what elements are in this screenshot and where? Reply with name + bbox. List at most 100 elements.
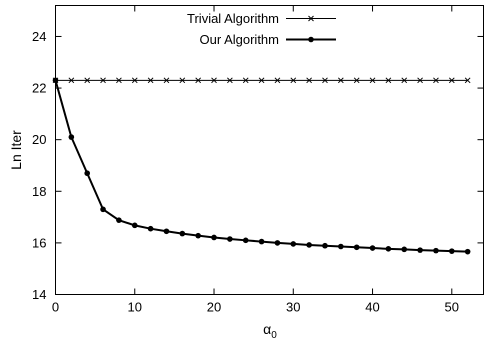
legend-marker-trivial-algorithm [308, 15, 314, 22]
data-point-our-algorithm [116, 217, 122, 223]
data-point-cross-stroke [163, 77, 170, 84]
data-point-our-algorithm [100, 206, 106, 213]
data-point-trivial-algorithm [433, 77, 439, 84]
data-point-cross-stroke [274, 77, 281, 84]
y-tick-label: 20 [32, 132, 46, 147]
data-point-our-algorithm [433, 247, 439, 254]
data-point-our-algorithm [290, 241, 297, 247]
data-point-cross-stroke [290, 77, 297, 84]
legend-label-our-algorithm: Our Algorithm [200, 32, 279, 47]
data-point-cross-stroke [306, 77, 312, 84]
data-point-our-algorithm [179, 230, 186, 237]
x-tick-label: 40 [365, 300, 379, 315]
data-point-cross-stroke [147, 77, 154, 84]
data-point-cross-stroke [417, 77, 423, 84]
legend-marker-our-algorithm [308, 36, 314, 43]
data-point-our-algorithm [353, 244, 360, 251]
data-point-trivial-algorithm [290, 77, 297, 84]
data-point-our-algorithm [338, 243, 344, 250]
data-point-our-algorithm [369, 245, 376, 251]
data-point-our-algorithm [306, 242, 312, 248]
data-point-our-algorithm [195, 232, 201, 239]
data-point-cross-stroke [227, 77, 233, 84]
x-tick-label: 0 [52, 300, 59, 315]
data-point-cross-stroke [242, 77, 249, 84]
data-point-our-algorithm [322, 242, 328, 249]
x-tick-label: 50 [445, 300, 459, 315]
y-tick-label: 16 [32, 235, 46, 250]
data-point-cross-stroke [337, 77, 344, 84]
data-point-cross-stroke [353, 77, 360, 84]
x-tick-label: 20 [207, 300, 221, 315]
data-point-trivial-algorithm [131, 77, 138, 84]
data-point-trivial-algorithm [211, 77, 217, 84]
data-point-trivial-algorithm [464, 77, 471, 84]
data-point-trivial-algorithm [258, 77, 265, 84]
data-point-cross-stroke [100, 77, 106, 84]
y-tick-label: 22 [32, 81, 46, 96]
data-point-trivial-algorithm [147, 77, 154, 84]
data-point-our-algorithm [211, 234, 217, 241]
data-point-trivial-algorithm [100, 77, 106, 84]
y-tick-label: 14 [32, 287, 46, 302]
data-point-our-algorithm [448, 248, 455, 254]
x-tick-label: 30 [286, 300, 300, 315]
data-point-cross-stroke [131, 77, 138, 84]
data-point-cross-stroke [84, 77, 91, 84]
data-point-trivial-algorithm [448, 77, 455, 84]
data-point-cross-stroke [322, 77, 328, 84]
data-point-our-algorithm [258, 238, 265, 245]
data-point-trivial-algorithm [195, 77, 202, 84]
data-point-cross-stroke [211, 77, 217, 84]
data-point-trivial-algorithm [179, 77, 186, 84]
data-point-trivial-algorithm [242, 77, 249, 84]
data-point-trivial-algorithm [385, 77, 392, 84]
data-point-trivial-algorithm [417, 77, 423, 84]
data-point-cross-stroke [68, 77, 75, 84]
data-point-our-algorithm [68, 134, 75, 140]
data-point-trivial-algorithm [353, 77, 360, 84]
y-axis-label: Ln Iter [8, 130, 24, 170]
data-point-cross-stroke [448, 77, 455, 84]
data-point-our-algorithm [131, 222, 138, 229]
data-point-our-algorithm [147, 225, 154, 232]
data-point-trivial-algorithm [322, 77, 328, 84]
data-point-trivial-algorithm [306, 77, 312, 84]
data-point-trivial-algorithm [116, 77, 122, 84]
x-axis-label: α0 [263, 321, 277, 341]
data-point-cross-stroke [385, 77, 392, 84]
data-point-cross-stroke [116, 77, 122, 84]
data-point-our-algorithm [401, 246, 408, 253]
data-point-cross-stroke [179, 77, 186, 84]
data-point-trivial-algorithm [369, 77, 376, 84]
x-axis-label-main: α [263, 321, 271, 337]
series-layer [52, 77, 471, 255]
data-point-our-algorithm [163, 228, 170, 235]
data-point-our-algorithm [385, 246, 392, 252]
data-point-our-algorithm [464, 248, 471, 255]
data-point-our-algorithm [417, 247, 423, 253]
data-point-trivial-algorithm [227, 77, 233, 84]
y-tick-label: 18 [32, 184, 46, 199]
data-point-our-algorithm [242, 237, 249, 244]
x-tick-label: 10 [128, 300, 142, 315]
data-point-cross-stroke [401, 77, 408, 84]
data-point-trivial-algorithm [163, 77, 170, 84]
data-point-trivial-algorithm [84, 77, 91, 84]
data-point-our-algorithm [84, 170, 91, 177]
data-point-cross-stroke [195, 77, 202, 84]
data-point-our-algorithm [227, 236, 233, 242]
data-point-trivial-algorithm [68, 77, 75, 84]
data-point-trivial-algorithm [274, 77, 281, 84]
y-tick-label: 24 [32, 29, 46, 44]
data-point-trivial-algorithm [337, 77, 344, 84]
data-point-cross-stroke [258, 77, 265, 84]
plot-frame [55, 5, 484, 295]
data-point-cross-stroke [464, 77, 471, 84]
data-point-trivial-algorithm [401, 77, 408, 84]
legend-label-trivial-algorithm: Trivial Algorithm [187, 11, 279, 26]
data-point-cross-stroke [369, 77, 376, 84]
x-axis-label-subscript: 0 [271, 330, 277, 341]
